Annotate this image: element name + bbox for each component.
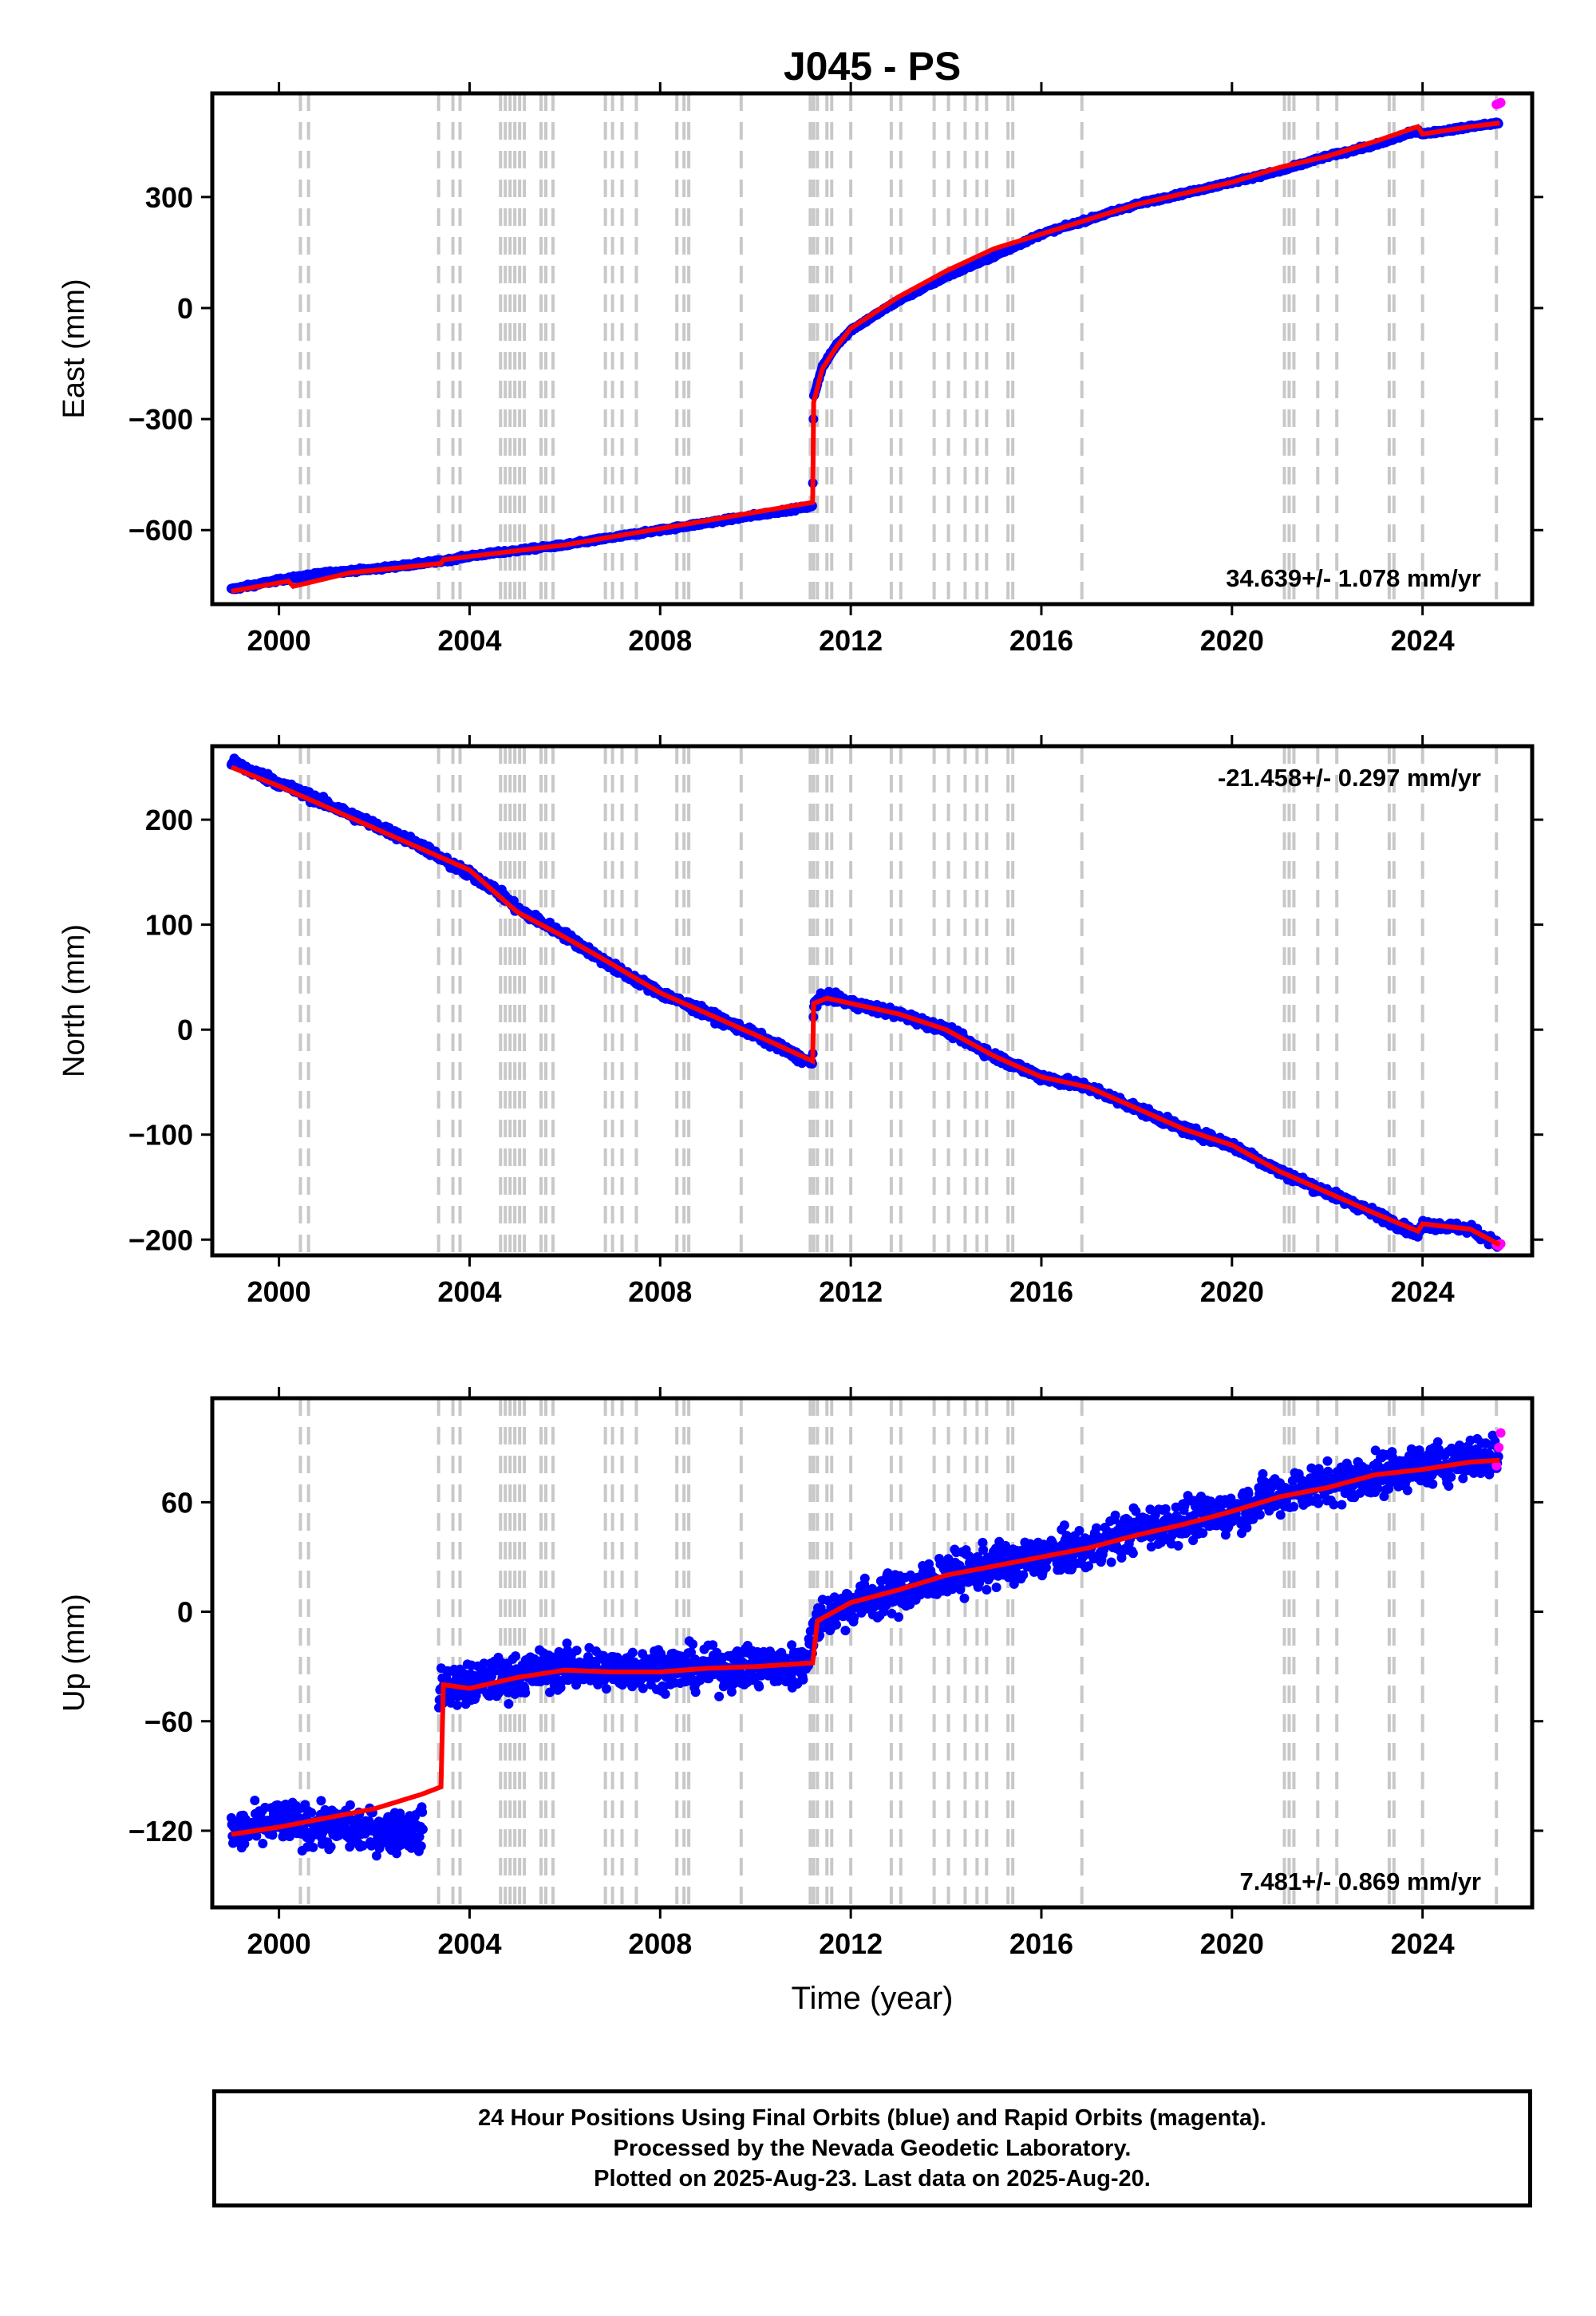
data-point [345,1800,355,1810]
x-tick-label: 2020 [1200,624,1264,657]
data-point [371,1851,381,1861]
x-tick-label: 2020 [1200,1275,1264,1308]
y-tick-label: −600 [128,514,193,547]
plot-area [226,1398,1506,1907]
panel-north: 2000 2004 2008 2012 2016 2020 2024 −200 −100 0 100… [57,735,1543,1308]
model-line [231,121,1500,594]
y-tick-label: 300 [145,181,193,214]
series-rapid-orbits [1491,97,1506,109]
model-line [230,765,1501,1247]
plot-area [226,93,1506,604]
y-tick-label: 200 [145,804,193,836]
x-tick-label: 2008 [628,624,692,657]
y-tick-label: −200 [128,1223,193,1256]
x-tick-label: 2000 [247,1275,311,1308]
y-tick-label: 100 [145,909,193,942]
x-tick-label: 2000 [247,624,311,657]
rate-annotation: 34.639+/- 1.078 mm/yr [1226,564,1481,592]
data-point [258,1839,268,1848]
data-point [308,1842,318,1852]
x-tick-label: 2016 [1009,1275,1073,1308]
panel-east: 2000 2004 2008 2012 2016 2020 2024 −600 −300 0 300… [57,82,1543,657]
rapid-point [1495,97,1506,108]
y-tick-label: 0 [177,1014,193,1046]
data-point [392,1848,401,1859]
data-point [250,1796,260,1805]
x-tick-label: 2016 [1009,624,1073,657]
data-point [267,1830,278,1840]
y-tick-label: −100 [128,1119,193,1152]
series-final-orbits [226,753,1503,1252]
rate-annotation: -21.458+/- 0.297 mm/yr [1218,764,1481,792]
data-point [239,1839,250,1849]
y-axis-label: North (mm) [57,924,91,1077]
y-tick-label: 0 [177,292,193,325]
data-point [358,1840,368,1851]
x-tick-label: 2008 [628,1275,692,1308]
plot-area [226,746,1506,1255]
plot-frame [210,744,1535,1258]
x-tick-label: 2024 [1391,624,1455,657]
data-point [326,1842,336,1852]
series-final-orbits [226,117,1503,595]
data-point [306,1808,317,1818]
x-tick-label: 2004 [437,1275,501,1308]
x-tick-label: 2012 [819,624,883,657]
x-tick-label: 2012 [819,1275,883,1308]
y-tick-label: −300 [128,403,193,436]
panel-up: 2000 2004 2008 2012 2016 2020 2024−120−60060Up… [57,1387,1543,1960]
chart-title: J045 - PS [784,44,961,89]
y-axis-label: East (mm) [57,279,91,418]
data-point [316,1796,326,1806]
x-tick-label: 2024 [1391,1275,1455,1308]
plot-frame [210,91,1535,607]
x-tick-label: 2004 [437,624,501,657]
